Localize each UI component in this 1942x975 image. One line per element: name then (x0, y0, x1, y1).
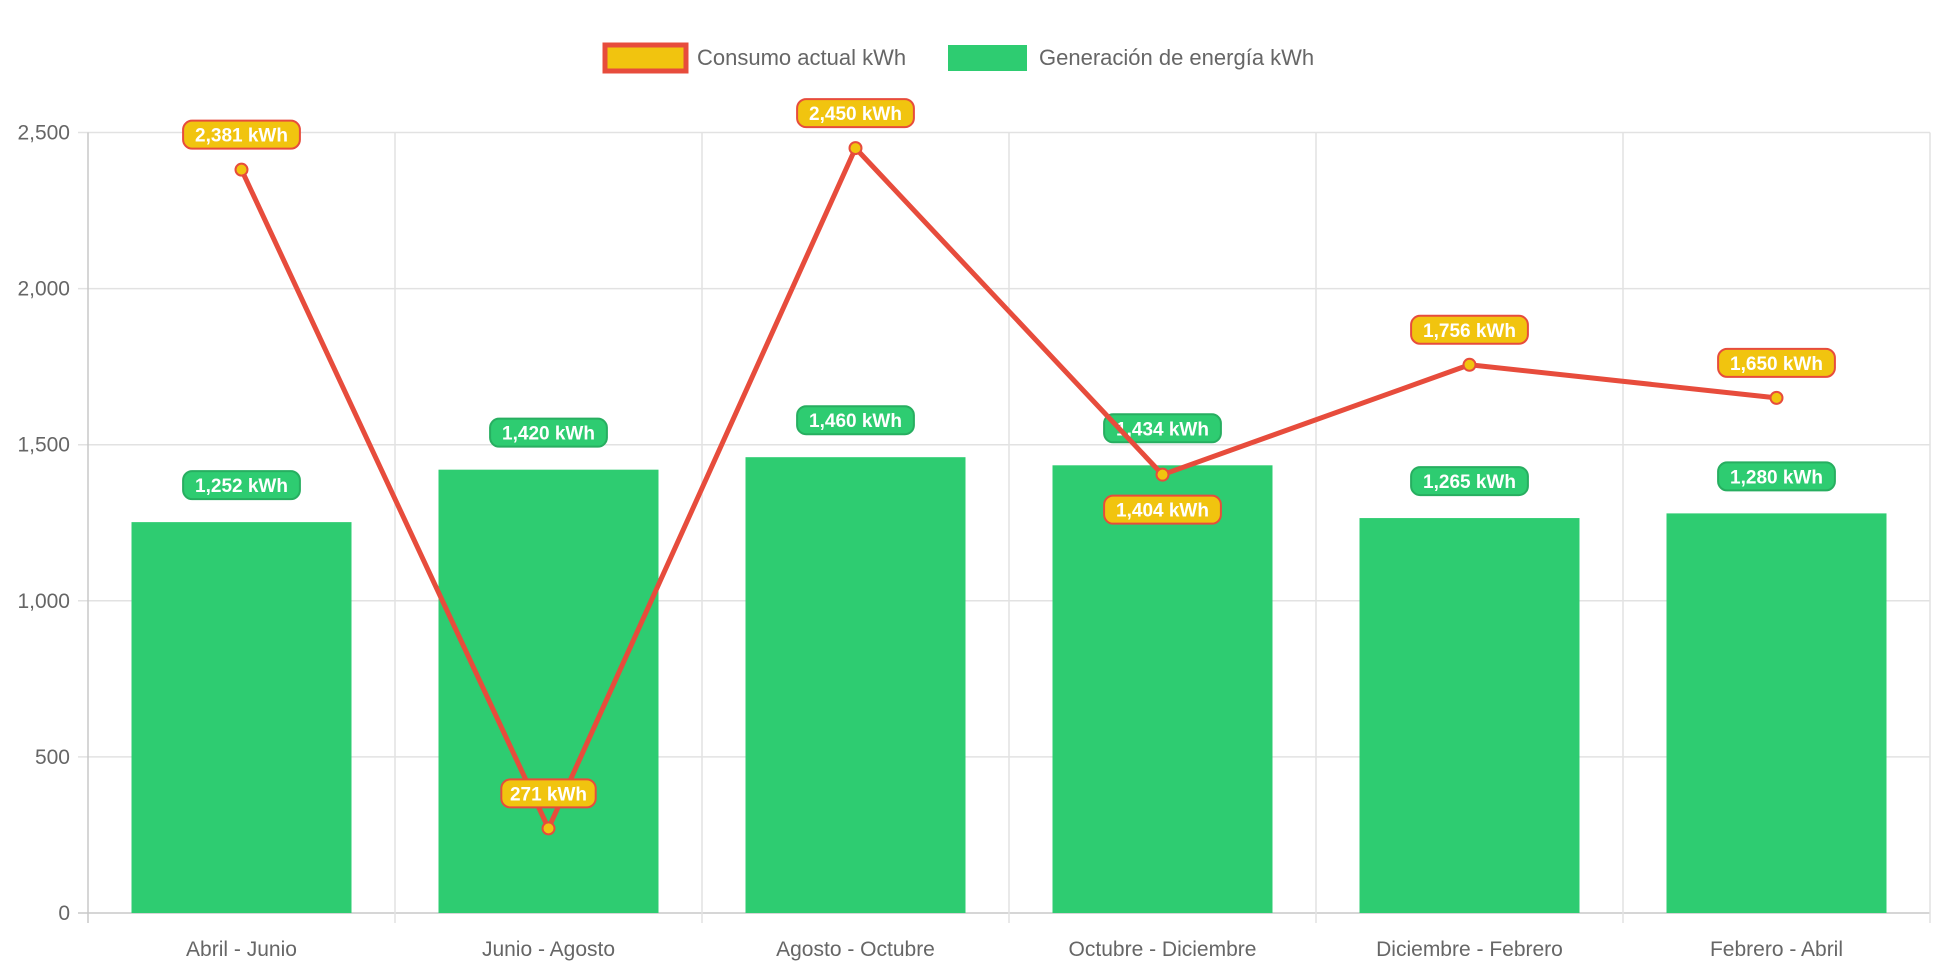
bar-data-label: 1,434 kWh (1116, 419, 1209, 440)
y-tick-label: 2,000 (17, 278, 70, 301)
bar-data-label-bg (489, 417, 608, 448)
line-point (1462, 357, 1477, 372)
line-data-label-bg (1103, 494, 1222, 525)
bar-data-label-bg (1103, 413, 1222, 444)
line-data-label-bg (182, 119, 301, 150)
line-data-label: 1,404 kWh (1116, 501, 1209, 522)
y-tick-label: 500 (35, 746, 70, 769)
bar (1052, 465, 1273, 913)
line-data-label-bg (1410, 314, 1529, 345)
legend-label-consumo: Consumo actual kWh (697, 45, 906, 70)
bar-data-label-bg (796, 405, 915, 436)
y-tick-label: 2,500 (17, 122, 70, 145)
line-point (1769, 390, 1784, 405)
legend-swatch-generacion (948, 45, 1027, 71)
y-tick-label: 1,500 (17, 434, 70, 457)
bar-data-label-bg (182, 470, 301, 501)
line-series (239, 145, 1777, 831)
line-data-label: 2,381 kWh (195, 126, 288, 147)
legend: Consumo actual kWh Generación de energía … (602, 42, 1314, 74)
y-tick-label: 1,000 (17, 590, 70, 613)
bar (1666, 513, 1887, 913)
bar-data-label: 1,280 kWh (1730, 467, 1823, 488)
line-point (848, 141, 863, 156)
x-tick-label: Diciembre - Febrero (1376, 938, 1563, 961)
bar (438, 469, 659, 913)
x-tick-label: Octubre - Diciembre (1069, 938, 1257, 961)
line-point (541, 821, 556, 836)
line-data-label: 271 kWh (510, 784, 587, 805)
bar (131, 522, 352, 913)
legend-label-generacion: Generación de energía kWh (1039, 45, 1314, 70)
x-tick-label: Abril - Junio (186, 938, 297, 961)
line-point (234, 162, 249, 177)
y-tick-label: 0 (58, 902, 70, 925)
bar (1359, 518, 1580, 913)
bar-data-label: 1,420 kWh (502, 424, 595, 445)
bar (745, 457, 966, 913)
x-tick-label: Febrero - Abril (1710, 938, 1843, 961)
bar-data-label-bg (1717, 461, 1836, 492)
bar-data-label-bg (1410, 466, 1529, 497)
line-data-label: 1,756 kWh (1423, 321, 1516, 342)
legend-swatch-consumo (602, 42, 689, 74)
bar-data-label: 1,265 kWh (1423, 472, 1516, 493)
line-data-label-bg (1717, 347, 1836, 378)
line-data-label: 2,450 kWh (809, 104, 902, 125)
bar-data-label: 1,460 kWh (809, 411, 902, 432)
bar-data-label: 1,252 kWh (195, 476, 288, 497)
x-tick-label: Junio - Agosto (482, 938, 615, 961)
line-point (1155, 467, 1170, 482)
line-data-label-bg (796, 98, 915, 129)
line-data-label: 1,650 kWh (1730, 354, 1823, 375)
line-data-label-bg (500, 778, 597, 809)
x-tick-label: Agosto - Octubre (776, 938, 935, 961)
